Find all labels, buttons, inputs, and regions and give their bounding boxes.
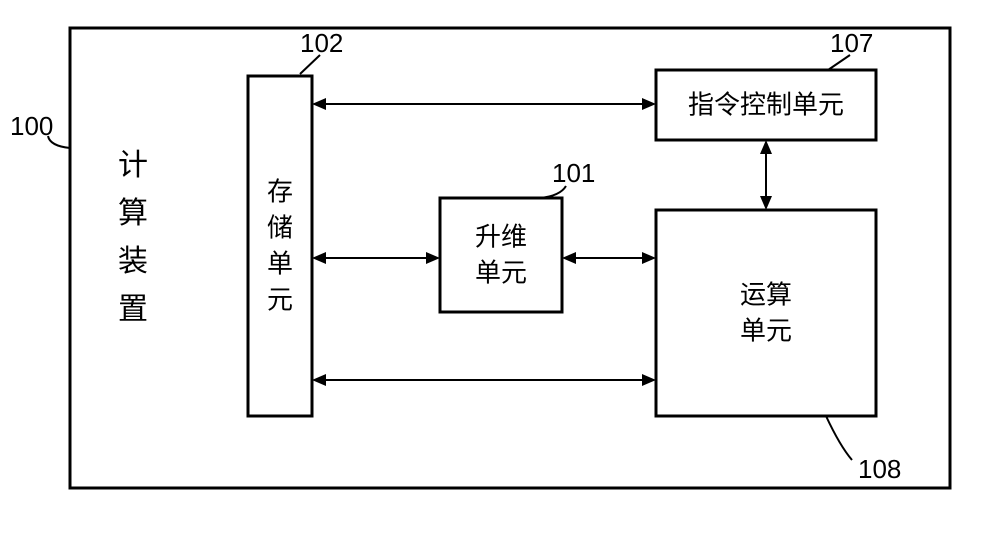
arrowhead bbox=[642, 374, 656, 386]
diagram-canvas: 100 计算装置 存储单元 102 升维单元 101 指令控制单元 107 运算单元 108 bbox=[0, 0, 1000, 534]
leader-108 bbox=[826, 416, 852, 460]
arrowhead bbox=[312, 374, 326, 386]
arrowhead bbox=[642, 252, 656, 264]
ref-100: 100 bbox=[10, 111, 53, 141]
arrowhead bbox=[642, 98, 656, 110]
outer-label: 计算装置 bbox=[118, 149, 148, 326]
arrowhead bbox=[312, 98, 326, 110]
ref-108: 108 bbox=[858, 454, 901, 484]
ref-107: 107 bbox=[830, 28, 873, 58]
compute-label: 运算单元 bbox=[740, 280, 792, 346]
upgrade-label: 升维单元 bbox=[475, 222, 527, 288]
control-label: 指令控制单元 bbox=[688, 90, 844, 120]
storage-box bbox=[248, 76, 312, 416]
ref-102: 102 bbox=[300, 28, 343, 58]
arrowhead bbox=[426, 252, 440, 264]
arrowhead bbox=[312, 252, 326, 264]
ref-101: 101 bbox=[552, 158, 595, 188]
arrowhead bbox=[562, 252, 576, 264]
arrowhead bbox=[760, 140, 772, 154]
arrowhead bbox=[760, 196, 772, 210]
upgrade-box bbox=[440, 198, 562, 312]
compute-box bbox=[656, 210, 876, 416]
storage-label: 存储单元 bbox=[267, 177, 293, 315]
